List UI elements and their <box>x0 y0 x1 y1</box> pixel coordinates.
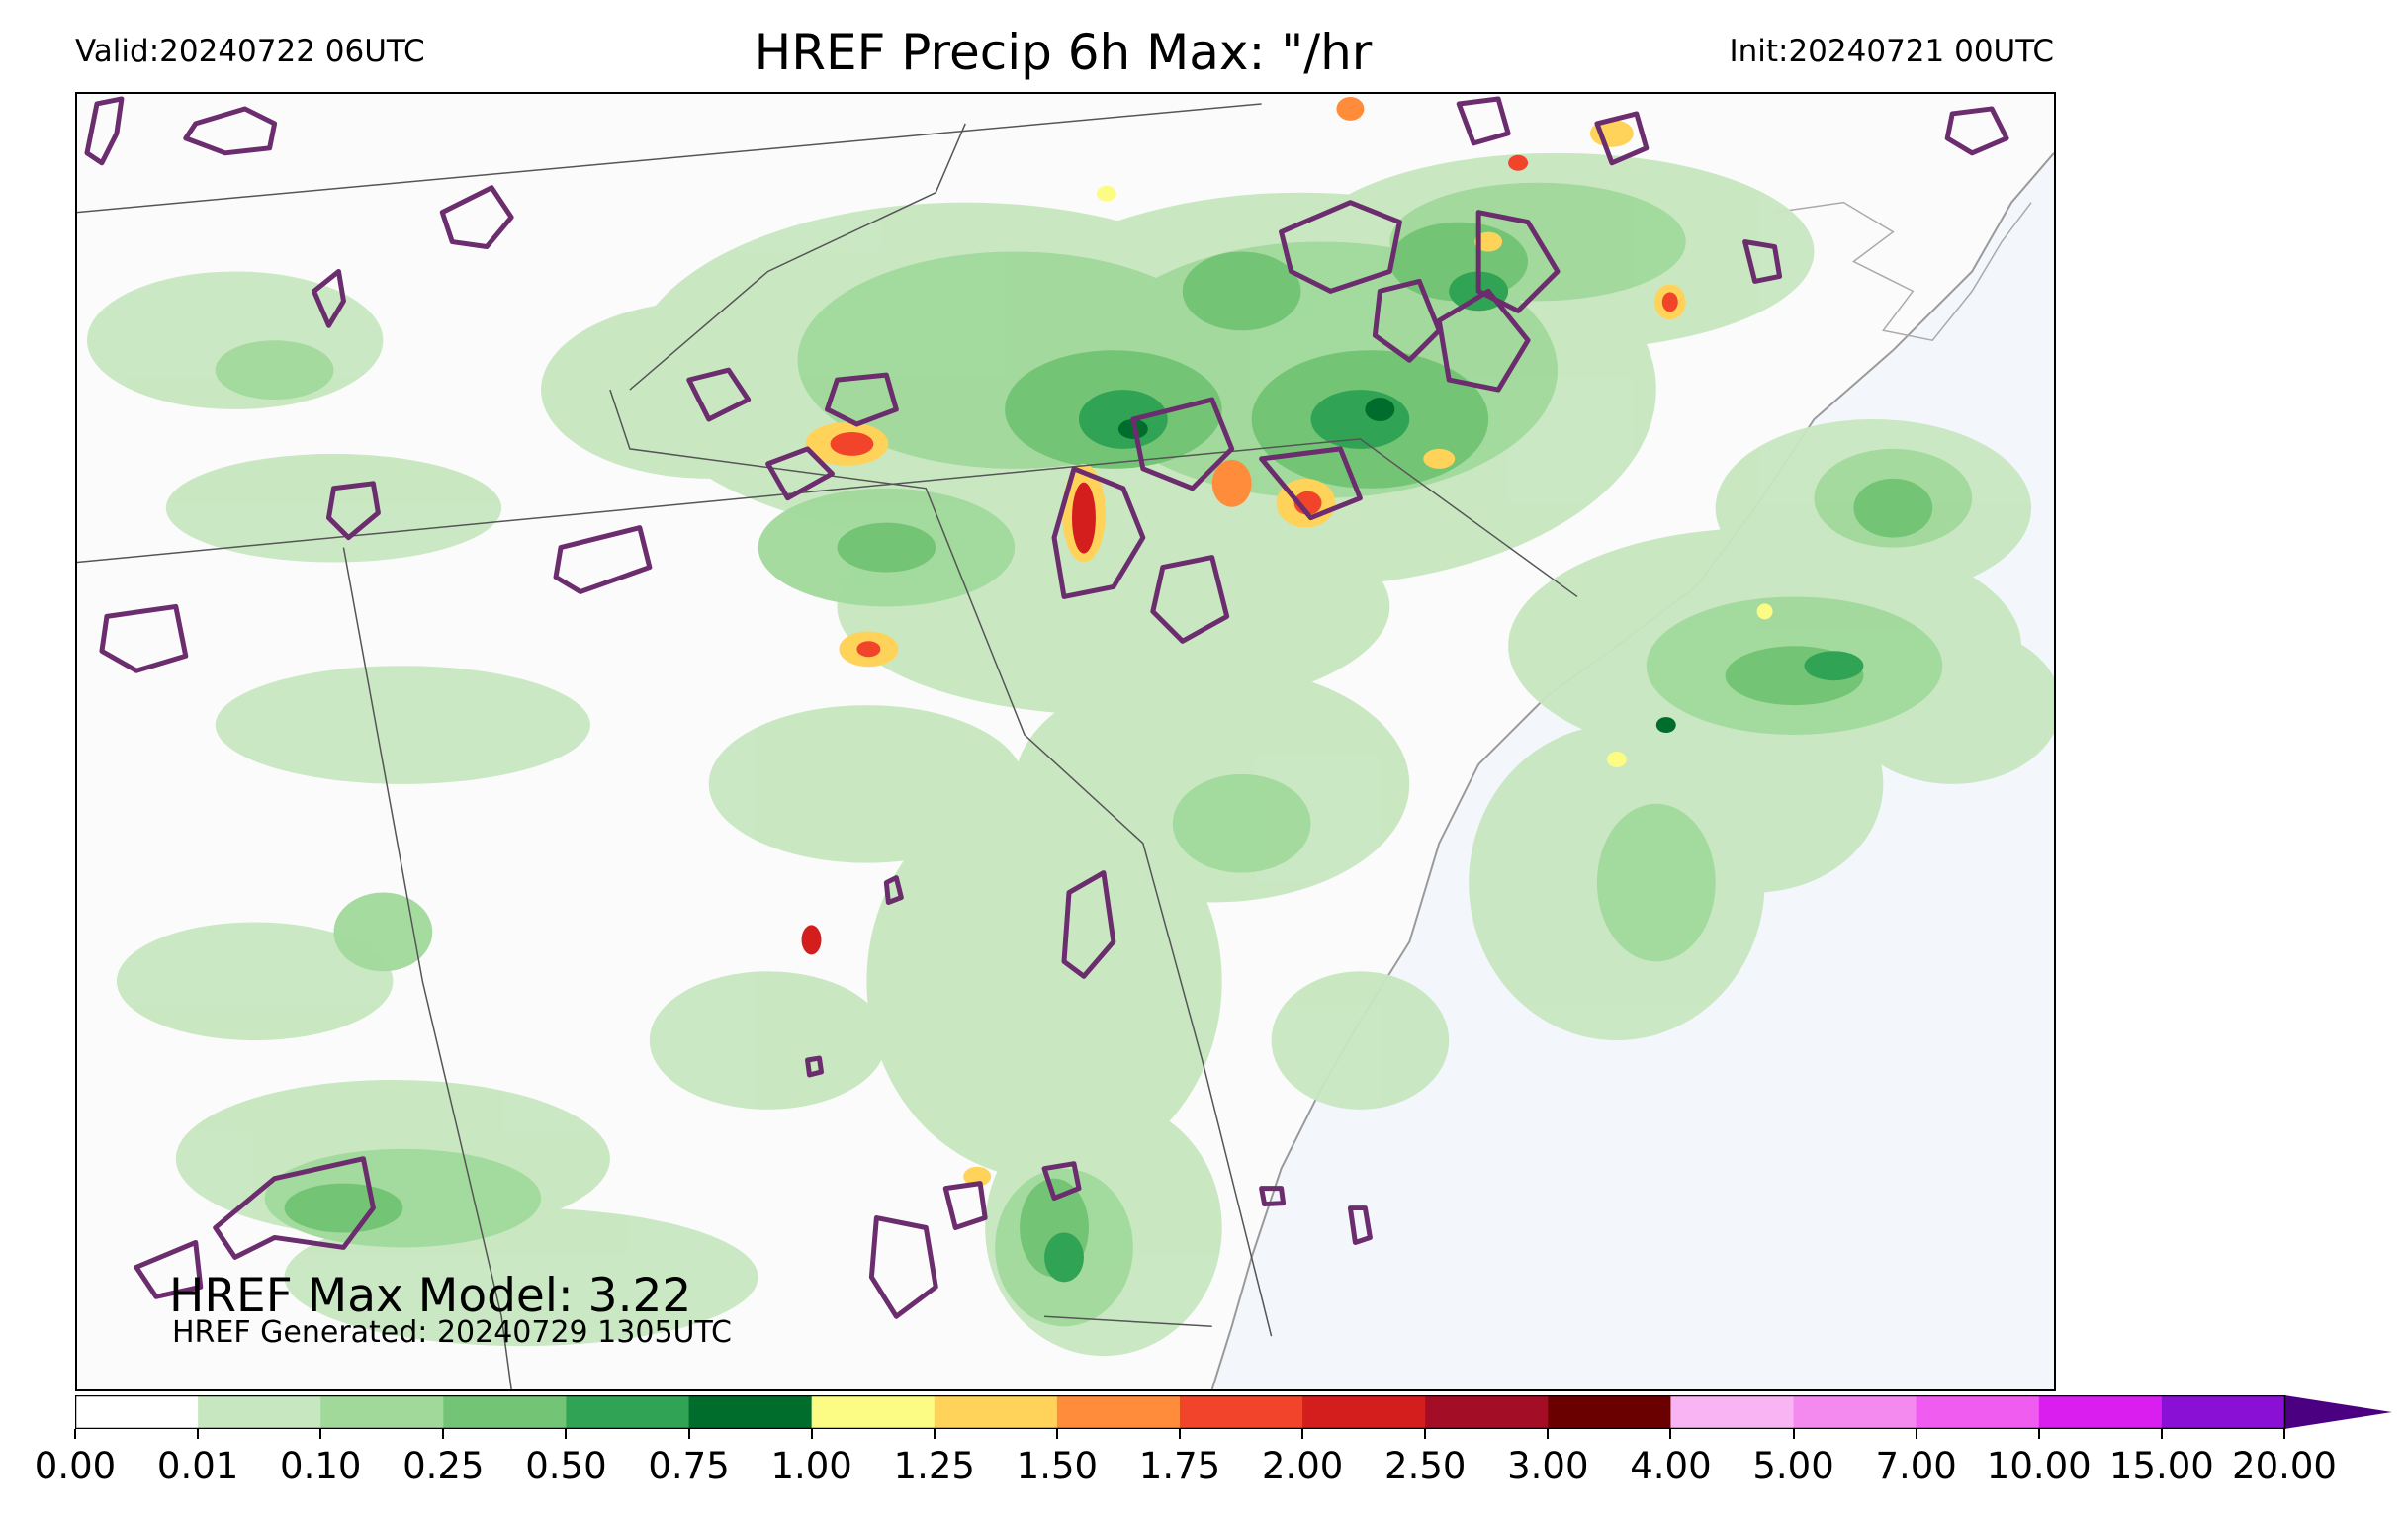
colorbar-segment <box>320 1395 444 1429</box>
colorbar <box>75 1395 2392 1429</box>
colorbar-tick-mark <box>197 1429 200 1439</box>
colorbar-tick-label: 5.00 <box>1752 1445 1834 1487</box>
colorbar-tick-label: 0.75 <box>648 1445 730 1487</box>
colorbar-tick-label: 0.25 <box>402 1445 485 1487</box>
colorbar-tick-label: 2.00 <box>1261 1445 1344 1487</box>
colorbar-tick-mark <box>2283 1429 2285 1439</box>
coastline <box>1210 152 2054 1389</box>
precip-intense-field <box>1117 398 1676 734</box>
colorbar-tick-mark <box>565 1429 568 1439</box>
colorbar-segment <box>2161 1395 2285 1429</box>
colorbar-segment <box>934 1395 1058 1429</box>
colorbar-tick-mark <box>1915 1429 1917 1439</box>
colorbar-segment <box>2038 1395 2163 1429</box>
colorbar-tick-mark <box>1547 1429 1550 1439</box>
colorbar-tick-label: 20.00 <box>2232 1445 2337 1487</box>
colorbar-tick-mark <box>687 1429 690 1439</box>
colorbar-tick-label: 15.00 <box>2108 1445 2214 1487</box>
colorbar-tick-label: 1.75 <box>1138 1445 1221 1487</box>
colorbar-segment <box>1056 1395 1181 1429</box>
state-borders <box>77 103 1578 1389</box>
colorbar-segment <box>566 1395 690 1429</box>
colorbar-segment <box>1302 1395 1426 1429</box>
colorbar-segments <box>75 1395 2285 1429</box>
colorbar-segment <box>198 1395 321 1429</box>
colorbar-segment <box>688 1395 813 1429</box>
colorbar-tick-mark <box>1179 1429 1181 1439</box>
sounds-coastline <box>1774 201 2032 342</box>
colorbar-segment <box>1425 1395 1549 1429</box>
colorbar-tick-label: 4.00 <box>1630 1445 1712 1487</box>
colorbar-tick-mark <box>1792 1429 1795 1439</box>
colorbar-segment <box>1670 1395 1795 1429</box>
colorbar-tick-mark <box>1424 1429 1427 1439</box>
map-panel <box>75 92 2056 1391</box>
colorbar-tick-label: 1.50 <box>1016 1445 1099 1487</box>
colorbar-extend-arrow <box>2284 1395 2392 1429</box>
colorbar-tick-mark <box>2160 1429 2163 1439</box>
colorbar-segment <box>1916 1395 2040 1429</box>
colorbar-tick-label: 10.00 <box>1986 1445 2092 1487</box>
valid-time-label: Valid:20240722 06UTC <box>75 34 425 69</box>
colorbar-segment <box>1548 1395 1671 1429</box>
colorbar-tick-label: 0.00 <box>34 1445 117 1487</box>
colorbar-tick-mark <box>1055 1429 1058 1439</box>
colorbar-ticks: 0.00 0.01 0.10 0.25 0.50 0.75 1.00 1.25 1.50 1.75… <box>0 1429 2408 1508</box>
colorbar-tick-mark <box>319 1429 322 1439</box>
colorbar-tick-mark <box>933 1429 936 1439</box>
colorbar-tick-label: 0.50 <box>525 1445 607 1487</box>
colorbar-segment <box>1180 1395 1303 1429</box>
colorbar-tick-mark <box>2037 1429 2040 1439</box>
colorbar-tick-label: 7.00 <box>1875 1445 1957 1487</box>
colorbar-segment <box>443 1395 567 1429</box>
colorbar-tick-label: 2.50 <box>1384 1445 1467 1487</box>
generated-label: HREF Generated: 20240729 1305UTC <box>172 1315 733 1350</box>
precip-map <box>77 96 2054 1389</box>
colorbar-tick-label: 1.25 <box>893 1445 975 1487</box>
colorbar-tick-label: 0.01 <box>156 1445 239 1487</box>
probability-contours <box>84 96 2009 1319</box>
colorbar-tick-mark <box>74 1429 76 1439</box>
max-model-label: HREF Max Model: 3.22 <box>169 1269 692 1323</box>
colorbar-tick-mark <box>810 1429 813 1439</box>
map-title: HREF Precip 6h Max: "/hr <box>754 24 1373 81</box>
colorbar-segment <box>811 1395 936 1429</box>
colorbar-outline <box>75 1395 2286 1429</box>
colorbar-tick-mark <box>1669 1429 1672 1439</box>
colorbar-segment <box>75 1395 199 1429</box>
colorbar-tick-mark <box>442 1429 445 1439</box>
colorbar-tick-mark <box>1301 1429 1304 1439</box>
colorbar-tick-label: 0.10 <box>280 1445 362 1487</box>
init-time-label: Init:20240721 00UTC <box>1729 34 2054 69</box>
colorbar-tick-label: 1.00 <box>770 1445 852 1487</box>
colorbar-segment <box>1793 1395 1917 1429</box>
colorbar-tick-label: 3.00 <box>1507 1445 1589 1487</box>
